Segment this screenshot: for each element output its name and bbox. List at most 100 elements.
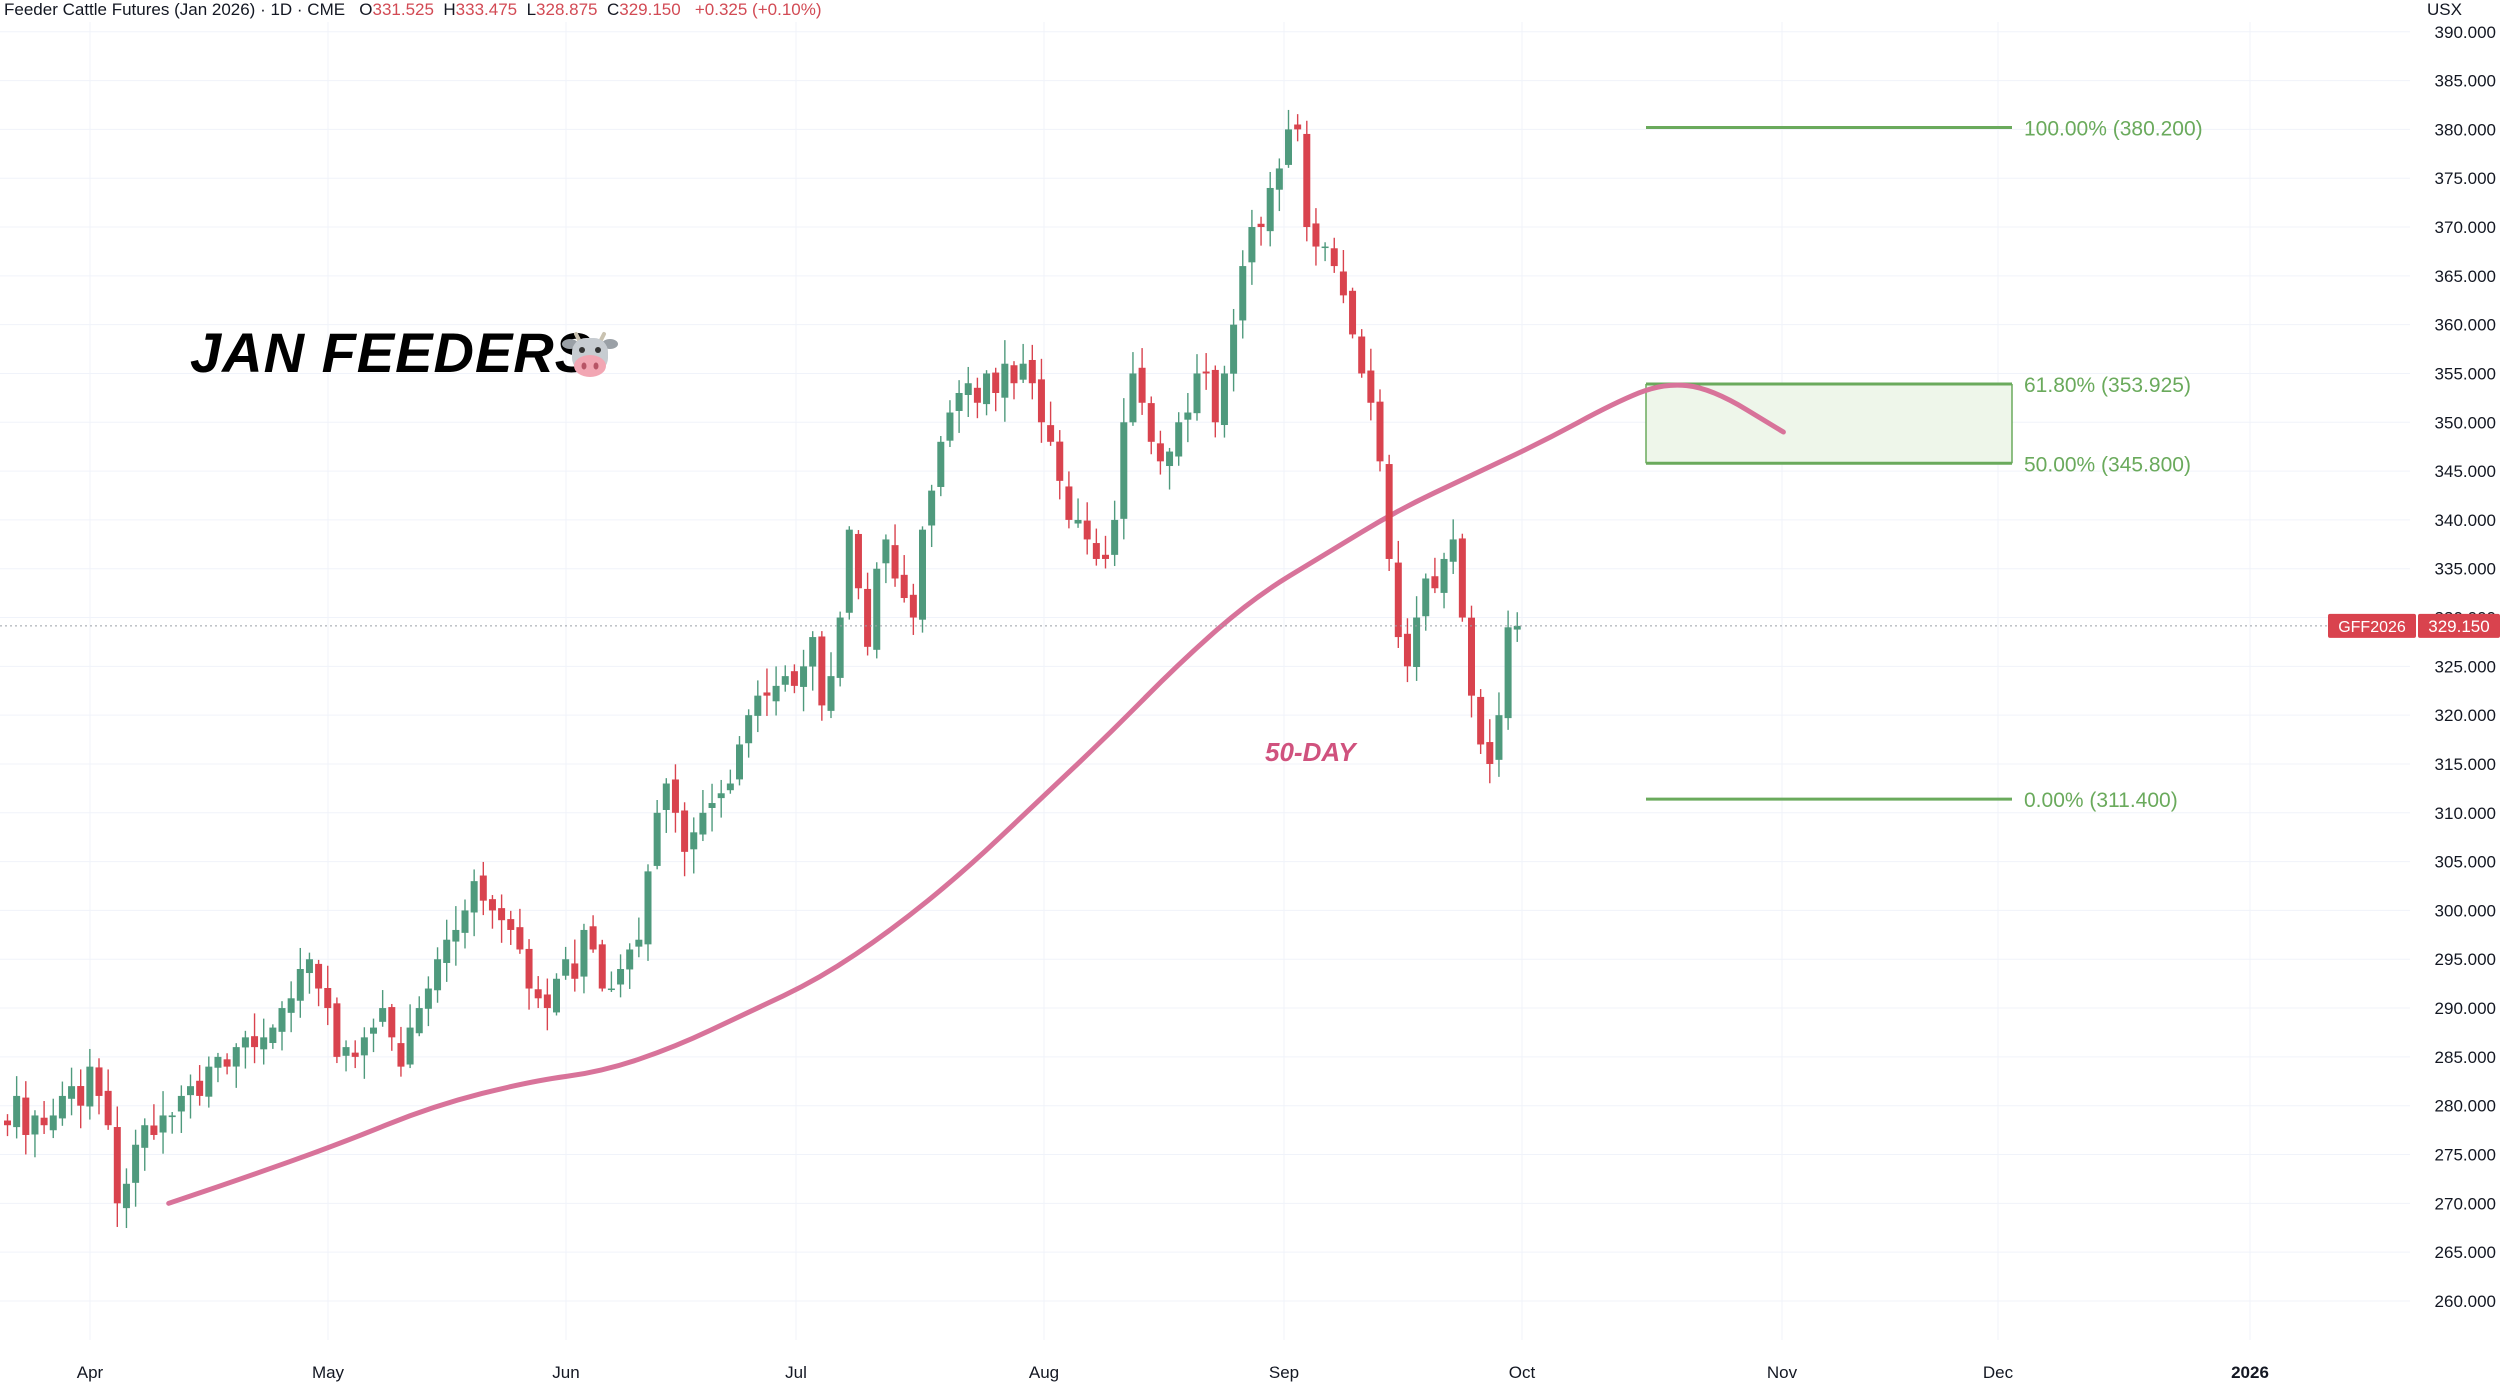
candle xyxy=(1248,209,1256,285)
chart-legend-header: Feeder Cattle Futures (Jan 2026) · 1D · … xyxy=(4,0,822,20)
candle-body xyxy=(342,1047,350,1056)
annotation-title[interactable]: JAN FEEDERS xyxy=(190,321,594,384)
candle xyxy=(671,764,679,833)
candle-body xyxy=(845,529,853,613)
candle xyxy=(1349,287,1357,339)
candle-body xyxy=(1220,373,1228,426)
x-tick-label: Oct xyxy=(1509,1363,1536,1382)
candle-body xyxy=(159,1115,167,1133)
price-axis[interactable]: 390.000 385.000 380.000 375.000 370.000 365.0… xyxy=(2435,23,2496,1311)
candle-body xyxy=(1037,379,1045,423)
candle xyxy=(287,981,295,1033)
candle xyxy=(168,1112,176,1134)
y-tick-label: 275.000 xyxy=(2435,1146,2496,1165)
candle-body xyxy=(900,574,908,599)
candle-body xyxy=(104,1090,112,1126)
candle-body xyxy=(854,533,862,589)
high-label: H xyxy=(443,0,456,19)
candle xyxy=(1477,689,1485,754)
candle-body xyxy=(1257,223,1265,228)
y-tick-label: 270.000 xyxy=(2435,1194,2496,1213)
candle-body xyxy=(1083,520,1091,540)
candle-body xyxy=(553,978,560,1013)
candle-body xyxy=(1120,422,1128,519)
candle xyxy=(1211,365,1219,438)
candle xyxy=(49,1098,57,1139)
candle-body xyxy=(607,988,615,991)
candle-body xyxy=(1147,403,1155,442)
y-tick-label: 310.000 xyxy=(2435,804,2496,823)
candle-body xyxy=(1513,625,1521,630)
candle xyxy=(699,790,707,842)
x-tick-label: Aug xyxy=(1029,1363,1059,1382)
x-tick-label: Nov xyxy=(1767,1363,1798,1382)
candle-body xyxy=(1239,266,1247,321)
candle-body xyxy=(1166,451,1174,467)
candle-body xyxy=(1248,227,1256,263)
last-price-tag: GFF2026 329.150 xyxy=(0,613,2500,638)
candle-body xyxy=(525,948,533,989)
candle-body xyxy=(983,373,991,405)
candle xyxy=(845,526,853,620)
x-tick-label: Jun xyxy=(552,1363,579,1382)
close-label: C xyxy=(606,0,620,19)
candle xyxy=(1065,471,1073,529)
candle-body xyxy=(68,1086,76,1099)
candle-body xyxy=(809,637,817,667)
y-tick-label: 315.000 xyxy=(2435,755,2496,774)
candle-body xyxy=(864,588,872,647)
candle xyxy=(983,370,991,416)
fibonacci-retracement[interactable]: 100.00% (380.200) 61.80% (353.925) 50.00% … xyxy=(1645,117,2203,812)
y-tick-label: 265.000 xyxy=(2435,1243,2496,1262)
candle xyxy=(1220,365,1228,438)
candle-body xyxy=(370,1027,377,1034)
candle-body xyxy=(1477,696,1485,745)
time-axis[interactable]: Apr May Jun Jul Aug Sep Oct Nov Dec 2026 xyxy=(77,1363,2269,1382)
candle-body xyxy=(516,927,524,950)
candle xyxy=(745,709,753,758)
candle-body xyxy=(635,939,643,947)
candle xyxy=(31,1110,39,1158)
candle-body xyxy=(790,671,798,686)
candle xyxy=(342,1040,350,1072)
candle xyxy=(754,680,762,733)
candle-body xyxy=(305,959,313,974)
candle-body xyxy=(1065,486,1073,520)
candle xyxy=(278,1001,286,1051)
open-label: O xyxy=(359,0,373,19)
candle xyxy=(1321,242,1329,262)
candle xyxy=(1394,540,1402,648)
candle-body xyxy=(946,412,954,441)
candle-body xyxy=(589,926,597,950)
candle-body xyxy=(827,676,835,711)
candle xyxy=(415,996,423,1037)
candle xyxy=(1083,502,1091,555)
candle xyxy=(4,1114,11,1137)
candle xyxy=(1339,250,1347,304)
candle xyxy=(1367,348,1375,421)
candle xyxy=(104,1069,112,1130)
candle xyxy=(1111,500,1119,567)
candle-body xyxy=(873,568,881,650)
currency-unit[interactable]: USX xyxy=(2427,0,2462,19)
candle-body xyxy=(406,1027,414,1065)
y-tick-label: 260.000 xyxy=(2435,1292,2496,1311)
candle-body xyxy=(1449,539,1457,562)
ma-annotation-label[interactable]: 50-DAY xyxy=(1265,737,1356,767)
candle-body xyxy=(1321,246,1329,249)
candle-body xyxy=(1486,742,1494,764)
candle-body xyxy=(1403,633,1411,667)
candle xyxy=(13,1076,21,1139)
candle xyxy=(928,484,936,548)
candle xyxy=(324,965,332,1026)
candle xyxy=(1138,348,1146,415)
y-tick-label: 355.000 xyxy=(2435,364,2496,383)
candle xyxy=(781,665,789,692)
candle-body xyxy=(1285,129,1292,165)
candle xyxy=(1010,361,1018,400)
candle xyxy=(726,769,734,794)
candle-body xyxy=(745,715,753,744)
candle xyxy=(305,952,313,994)
candle xyxy=(882,534,890,584)
